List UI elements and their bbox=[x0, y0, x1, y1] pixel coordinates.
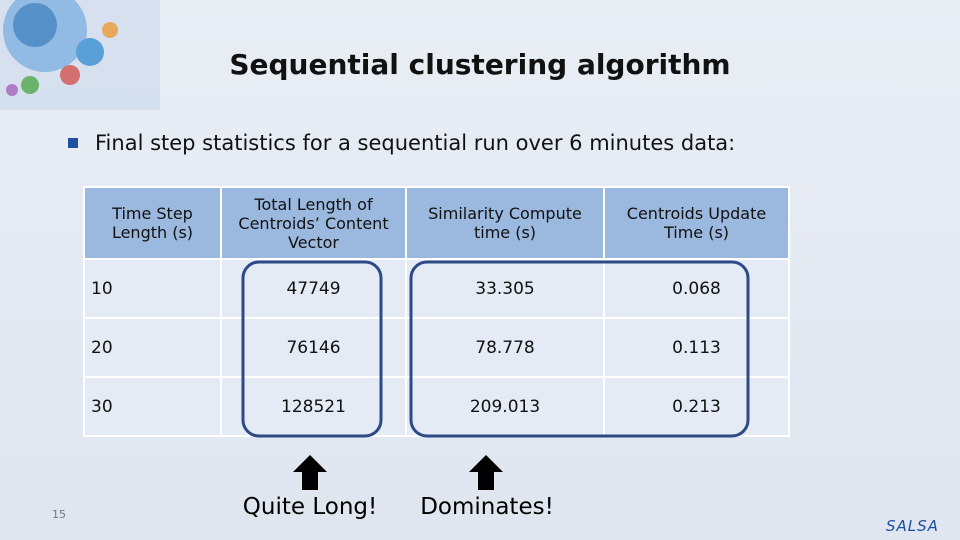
header-cell: Centroids Update Time (s) bbox=[603, 186, 790, 260]
header-row: Time Step Length (s) Total Length of Cen… bbox=[83, 186, 790, 260]
body-cell: 33.305 bbox=[405, 258, 605, 319]
body-cell: 128521 bbox=[220, 376, 407, 437]
up-arrow bbox=[293, 455, 327, 490]
header-cell: Total Length of Centroids’ Content Vecto… bbox=[220, 186, 407, 260]
bullet-text: Final step statistics for a sequential r… bbox=[95, 131, 736, 155]
header-cell: Time Step Length (s) bbox=[83, 186, 222, 260]
stats-table: Time Step Length (s) Total Length of Cen… bbox=[83, 186, 790, 437]
body-cell: 78.778 bbox=[405, 317, 605, 378]
logo: SALSA bbox=[886, 517, 939, 535]
highlight-box bbox=[409, 260, 750, 438]
body-row: 30 128521 209.013 0.213 bbox=[83, 376, 790, 437]
page-number: 15 bbox=[52, 508, 66, 521]
body-cell: 10 bbox=[83, 258, 222, 319]
body-row: 10 47749 33.305 0.068 bbox=[83, 258, 790, 319]
header-cell: Similarity Compute time (s) bbox=[405, 186, 605, 260]
up-arrow bbox=[469, 455, 503, 490]
body-cell: 0.068 bbox=[603, 258, 790, 319]
body-cell: 209.013 bbox=[405, 376, 605, 437]
bullet-marker bbox=[68, 138, 78, 148]
body-cell: 76146 bbox=[220, 317, 407, 378]
annotation: Quite Long! bbox=[242, 494, 378, 520]
body-cell: 20 bbox=[83, 317, 222, 378]
globe-art bbox=[0, 0, 160, 110]
title: Sequential clustering algorithm bbox=[229, 48, 731, 81]
annotation: Dominates! bbox=[420, 494, 554, 520]
body-cell: 0.113 bbox=[603, 317, 790, 378]
highlight-box bbox=[241, 260, 383, 438]
body-cell: 30 bbox=[83, 376, 222, 437]
body-row: 20 76146 78.778 0.113 bbox=[83, 317, 790, 378]
